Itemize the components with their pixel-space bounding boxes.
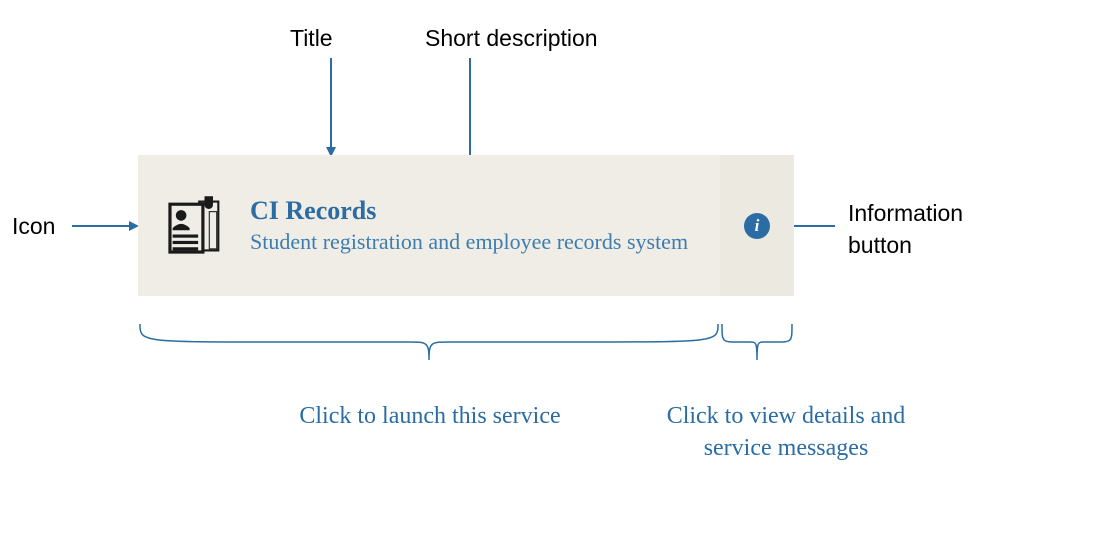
label-info-button-line2: button [848,232,912,259]
arrow-title [330,58,332,148]
service-launch-area[interactable]: CI Records Student registration and empl… [138,155,720,296]
records-icon [162,192,230,260]
info-icon: i [744,213,770,239]
label-short-description: Short description [425,25,598,52]
arrow-icon [72,225,130,227]
caption-details: Click to view details and service messag… [636,400,936,465]
card-title: CI Records [250,196,688,226]
label-icon: Icon [12,213,55,240]
card-description: Student registration and employee record… [250,228,688,256]
label-title: Title [290,25,333,52]
label-info-button-line1: Information [848,200,963,227]
card-text-block: CI Records Student registration and empl… [250,196,688,256]
info-button[interactable]: i [720,155,794,296]
brace-main [138,322,720,370]
service-card: CI Records Student registration and empl… [138,155,794,296]
caption-launch: Click to launch this service [280,400,580,432]
brace-info [720,322,794,370]
